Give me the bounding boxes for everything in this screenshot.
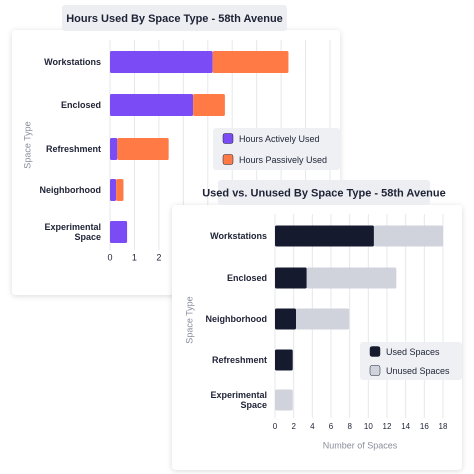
x-tick-label: 16 <box>420 422 429 431</box>
x-tick-label: 4 <box>310 422 315 431</box>
bar-segment <box>110 51 213 73</box>
chart-title: Used vs. Unused By Space Type - 58th Ave… <box>202 187 446 199</box>
y-tick-label: Neighborhood <box>205 314 268 324</box>
y-tick-label: Workstations <box>210 231 267 241</box>
y-tick-label: Experimental Space <box>44 222 101 242</box>
category-label-box: Experimental Space <box>44 222 101 242</box>
y-tick-label: Workstations <box>44 57 101 67</box>
x-axis-label: Number of Spaces <box>323 440 398 450</box>
bar-segment <box>275 389 293 411</box>
legend-swatch <box>369 346 381 357</box>
title-tab <box>218 180 430 205</box>
legend-label: Hours Actively Used <box>239 134 320 144</box>
bar-segment <box>110 221 128 243</box>
legend-swatch <box>222 154 234 165</box>
category-label-box: Enclosed <box>60 100 101 110</box>
chart-title: Hours Used By Space Type - 58th Avenue <box>66 13 283 25</box>
y-axis-label: Space Type <box>22 121 32 168</box>
legend-box <box>213 128 340 170</box>
bar-segment <box>212 51 289 73</box>
y-tick-label: Neighborhood <box>39 185 102 195</box>
bar-segment <box>296 308 350 330</box>
category-label-box: Experimental Space <box>210 390 267 410</box>
category-label-box: Workstations <box>210 231 267 241</box>
bar-segment <box>275 308 296 330</box>
category-label-box: Refreshment <box>211 355 267 365</box>
x-tick-label: 6 <box>329 422 334 431</box>
legend-swatch <box>222 133 234 144</box>
bar-segment <box>110 179 117 201</box>
category-label-box: Neighborhood <box>205 314 268 324</box>
legend-label: Hours Passively Used <box>239 155 327 165</box>
bar-segment <box>110 138 118 160</box>
x-tick-label: 8 <box>347 422 352 431</box>
y-tick-label: Refreshment <box>211 355 267 365</box>
y-tick-label: Experimental Space <box>210 390 267 410</box>
category-label-box: Neighborhood <box>39 185 102 195</box>
bar-segment <box>275 225 374 247</box>
bar-segment <box>275 267 307 289</box>
x-tick-label: 0 <box>107 252 112 262</box>
bar-segment <box>306 267 397 289</box>
title-tab <box>62 5 287 31</box>
bar-segment <box>116 179 124 201</box>
y-tick-label: Refreshment <box>45 144 101 154</box>
x-tick-label: 0 <box>273 422 278 431</box>
legend-swatch <box>369 365 381 376</box>
category-label-box: Enclosed <box>226 273 267 283</box>
x-tick-label: 12 <box>383 422 392 431</box>
category-label-box: Workstations <box>44 57 101 67</box>
x-tick-label: 2 <box>156 252 161 262</box>
bar-segment <box>193 94 225 116</box>
x-tick-label: 18 <box>439 422 448 431</box>
bar-segment <box>110 94 194 116</box>
legend-label: Used Spaces <box>386 347 440 357</box>
y-tick-label: Enclosed <box>60 100 101 110</box>
category-label-box: Refreshment <box>45 144 101 154</box>
x-tick-label: 10 <box>364 422 373 431</box>
x-tick-label: 14 <box>401 422 410 431</box>
legend-box <box>360 342 462 380</box>
bar-segment <box>275 349 293 371</box>
y-tick-label: Enclosed <box>226 273 267 283</box>
bar-segment <box>373 225 443 247</box>
x-tick-label: 1 <box>132 252 137 262</box>
x-tick-label: 2 <box>291 422 296 431</box>
chart-card: Used vs. Unused By Space Type - 58th Ave… <box>172 180 462 470</box>
legend-label: Unused Spaces <box>386 366 450 376</box>
bar-segment <box>117 138 169 160</box>
y-axis-label: Space Type <box>184 296 194 343</box>
